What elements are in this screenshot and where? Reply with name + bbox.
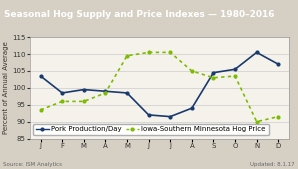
Line: Pork Production/Day: Pork Production/Day — [39, 51, 280, 118]
Iowa-Southern Minnesota Hog Price — [277, 116, 280, 118]
Iowa-Southern Minnesota Hog Price — [125, 55, 129, 57]
Pork Production/Day — [125, 92, 129, 94]
Pork Production/Day — [255, 51, 258, 53]
Pork Production/Day — [212, 72, 215, 74]
Iowa-Southern Minnesota Hog Price — [104, 92, 107, 94]
Iowa-Southern Minnesota Hog Price — [255, 121, 258, 123]
Iowa-Southern Minnesota Hog Price — [212, 77, 215, 79]
Pork Production/Day — [147, 114, 150, 116]
Y-axis label: Percent of Annual Average: Percent of Annual Average — [3, 42, 9, 134]
Iowa-Southern Minnesota Hog Price — [190, 70, 194, 72]
Pork Production/Day — [168, 116, 172, 118]
Iowa-Southern Minnesota Hog Price — [168, 51, 172, 53]
Legend: Pork Production/Day, Iowa-Southern Minnesota Hog Price: Pork Production/Day, Iowa-Southern Minne… — [33, 124, 268, 135]
Iowa-Southern Minnesota Hog Price — [233, 75, 237, 77]
Iowa-Southern Minnesota Hog Price — [60, 100, 64, 102]
Text: Seasonal Hog Supply and Price Indexes — 1980–2016: Seasonal Hog Supply and Price Indexes — … — [4, 10, 274, 19]
Pork Production/Day — [39, 75, 42, 77]
Iowa-Southern Minnesota Hog Price — [82, 100, 86, 102]
Pork Production/Day — [82, 89, 86, 91]
Pork Production/Day — [60, 92, 64, 94]
Pork Production/Day — [190, 107, 194, 109]
Iowa-Southern Minnesota Hog Price — [147, 51, 150, 53]
Text: Source: ISM Analytics: Source: ISM Analytics — [3, 162, 62, 167]
Line: Iowa-Southern Minnesota Hog Price: Iowa-Southern Minnesota Hog Price — [39, 51, 280, 123]
Pork Production/Day — [277, 63, 280, 65]
Pork Production/Day — [104, 90, 107, 92]
Iowa-Southern Minnesota Hog Price — [39, 109, 42, 111]
Pork Production/Day — [233, 68, 237, 70]
Text: Updated: 8.1.17: Updated: 8.1.17 — [250, 162, 295, 167]
